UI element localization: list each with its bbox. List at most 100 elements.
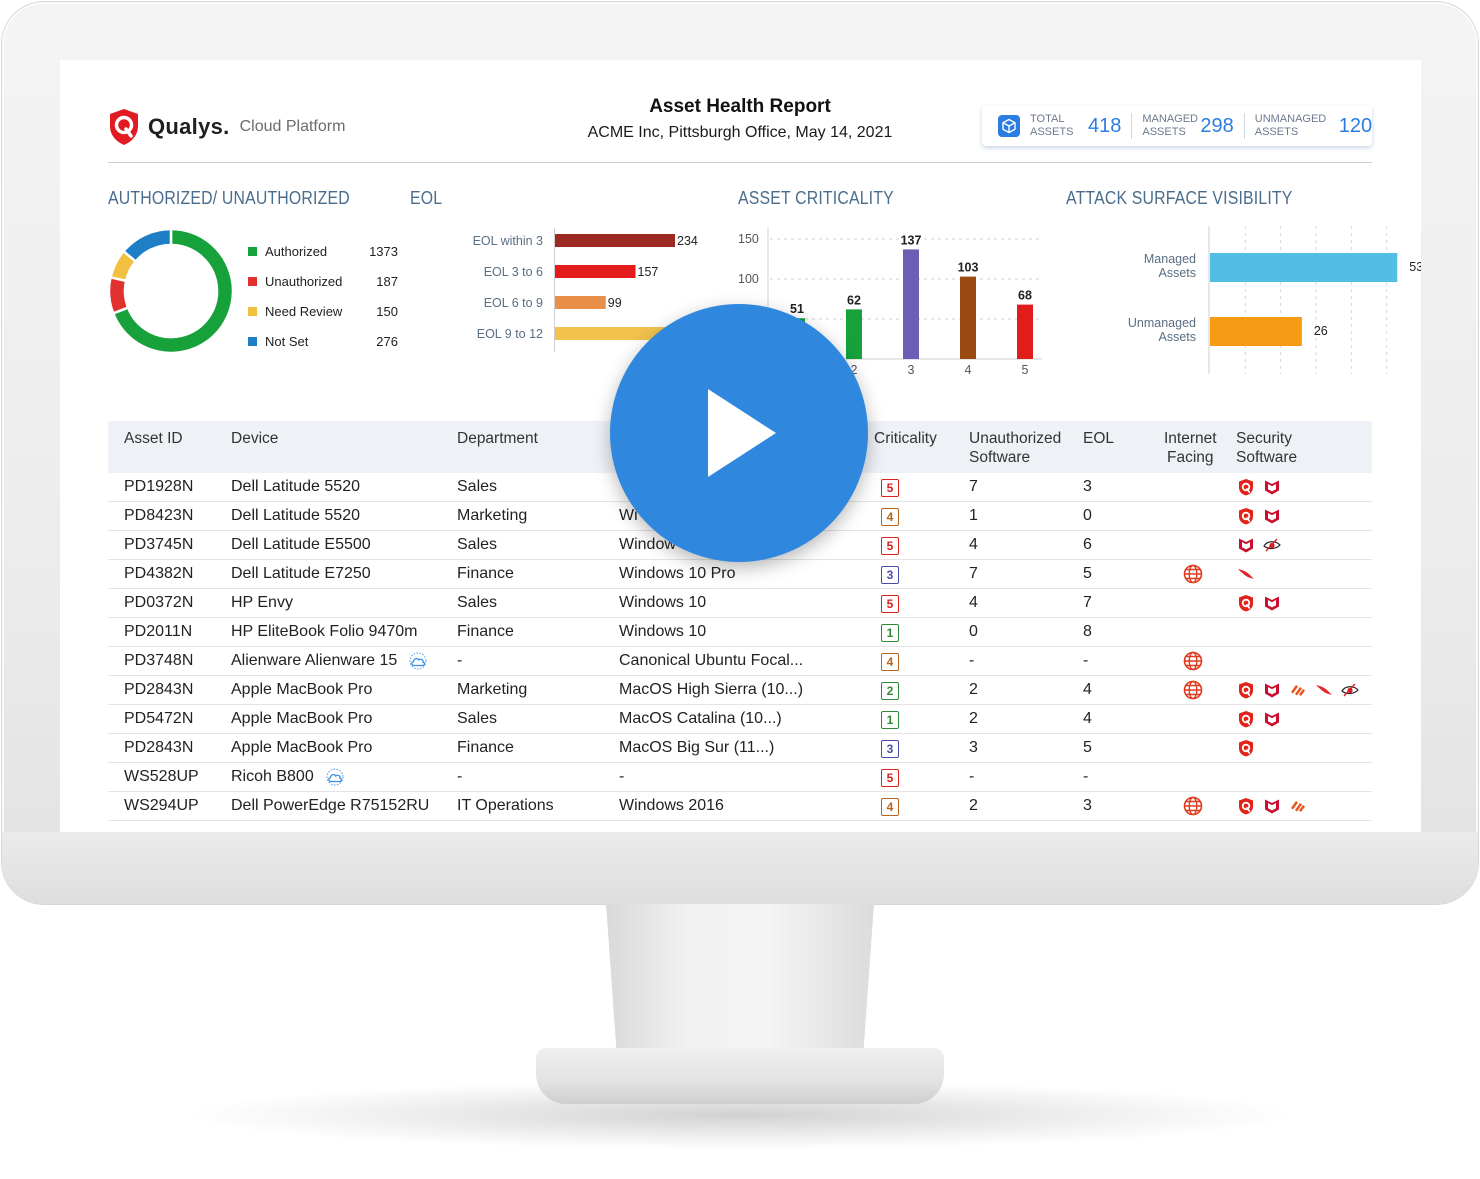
- criticality-badge: 5: [881, 479, 899, 497]
- cell-os: Canonical Ubuntu Focal...: [619, 652, 804, 669]
- bar: [555, 296, 606, 309]
- table-row[interactable]: PD3748N Alienware Alienware 15 - Canonical …: [108, 647, 1372, 676]
- legend-label: Not Set: [265, 333, 309, 349]
- play-video-button[interactable]: [610, 304, 868, 562]
- legend-value: 276: [376, 333, 398, 349]
- legend-item: Not Set 276: [248, 326, 398, 356]
- header-line: Software: [1236, 449, 1298, 466]
- cell-asset-id: PD3745N: [124, 536, 194, 553]
- logo-wordmark: Qualys.: [148, 114, 230, 139]
- table-row[interactable]: WS294UP Dell PowerEdge R75152RU IT Operati…: [108, 792, 1372, 821]
- asset-table: Asset ID Device Department Criticality U…: [108, 421, 1372, 821]
- criticality-badge: 3: [881, 740, 899, 758]
- cell-unauthorized-software: -: [969, 652, 975, 669]
- paloalto-icon: [1289, 681, 1307, 699]
- cell-unauthorized-software: 7: [969, 478, 978, 495]
- donut-slice: [111, 227, 235, 355]
- x-tick-label: 2: [851, 363, 858, 377]
- cell-department: Sales: [457, 536, 498, 553]
- table-row[interactable]: PD0372N HP Envy Sales Windows 10 5 4 7: [108, 589, 1372, 618]
- bar: [555, 234, 675, 247]
- stat-unmanaged-assets: UNMANAGED ASSETS 120: [1243, 113, 1382, 139]
- criticality-badge: 5: [881, 537, 899, 555]
- legend-value: 187: [376, 273, 398, 289]
- stat-value: 418: [1088, 114, 1122, 137]
- table-row[interactable]: PD5472N Apple MacBook Pro Sales MacOS Catal…: [108, 705, 1372, 734]
- cell-asset-id: PD3748N: [124, 652, 194, 669]
- table-body: PD1928N Dell Latitude 5520 Sales 5 7 3 PD8423N…: [108, 473, 1372, 821]
- cell-eol: 7: [1083, 594, 1092, 611]
- cloud-agent-icon: [409, 652, 427, 670]
- col-criticality[interactable]: Criticality: [874, 430, 937, 447]
- qualys-icon: [1237, 681, 1255, 699]
- data-label: 53: [1409, 260, 1421, 274]
- table-row[interactable]: PD4382N Dell Latitude E7250 Finance Windows…: [108, 560, 1372, 589]
- legend-item: Authorized 1373: [248, 236, 398, 266]
- data-label: 62: [847, 293, 861, 307]
- device-name: Dell Latitude 5520: [231, 478, 360, 495]
- header-line: Internet: [1164, 430, 1217, 447]
- cell-department: Sales: [457, 594, 498, 611]
- stat-label: MANAGED ASSETS: [1142, 113, 1198, 138]
- cell-os: -: [619, 768, 625, 785]
- cell-department: Finance: [457, 565, 514, 582]
- cell-asset-id: PD2843N: [124, 739, 194, 756]
- col-internet-facing[interactable]: Internet Facing: [1164, 429, 1217, 467]
- table-row[interactable]: PD2843N Apple MacBook Pro Marketing MacOS H…: [108, 676, 1372, 705]
- cell-unauthorized-software: -: [969, 768, 975, 785]
- device-name: Alienware Alienware 15: [231, 652, 398, 670]
- device-name: HP Envy: [231, 594, 293, 611]
- stat-label: TOTAL ASSETS: [1030, 113, 1074, 138]
- col-security-software[interactable]: Security Software: [1236, 429, 1297, 467]
- cell-eol: 4: [1083, 710, 1092, 727]
- data-label: 137: [901, 233, 922, 247]
- section-title-criticality: ASSET CRITICALITY: [738, 188, 894, 208]
- cell-os: Windows 10: [619, 594, 707, 611]
- auth-donut-chart: [107, 227, 235, 355]
- table-row[interactable]: PD8423N Dell Latitude 5520 Marketing Wi 4 1 0: [108, 502, 1372, 531]
- logo-subtitle: Cloud Platform: [239, 118, 346, 135]
- cell-device: HP Envy: [231, 594, 293, 612]
- table-row[interactable]: PD2011N HP EliteBook Folio 9470m Finance Wi…: [108, 618, 1372, 647]
- cell-asset-id: WS528UP: [124, 768, 199, 785]
- table-row[interactable]: PD2843N Apple MacBook Pro Finance MacOS Big…: [108, 734, 1372, 763]
- cell-os: MacOS High Sierra (10...): [619, 681, 804, 698]
- cell-asset-id: PD2011N: [124, 623, 193, 640]
- cell-device: Ricoh B800: [231, 768, 344, 786]
- cell-eol: 4: [1083, 681, 1092, 698]
- data-label: 157: [638, 265, 659, 279]
- cell-department: Marketing: [457, 507, 528, 524]
- col-department[interactable]: Department: [457, 430, 538, 447]
- section-title-eol: EOL: [410, 188, 443, 208]
- criticality-badge: 3: [881, 566, 899, 584]
- col-device[interactable]: Device: [231, 430, 279, 447]
- mcafee-icon: [1263, 594, 1281, 612]
- cell-eol: 0: [1083, 507, 1092, 524]
- cell-os: Windows 2016: [619, 797, 724, 814]
- header-divider: [108, 162, 1372, 163]
- category-label: Unmanaged: [1128, 316, 1196, 330]
- cell-eol: 5: [1083, 565, 1092, 582]
- mcafee-icon: [1263, 797, 1281, 815]
- y-tick-label: 100: [738, 272, 759, 286]
- cell-asset-id: WS294UP: [124, 797, 199, 814]
- criticality-badge: 2: [881, 682, 899, 700]
- cell-asset-id: PD8423N: [124, 507, 194, 524]
- col-unauthorized-software[interactable]: Unauthorized Software: [969, 429, 1061, 467]
- cell-asset-id: PD1928N: [124, 478, 194, 495]
- auth-legend: Authorized 1373 Unauthorized 187 Need Re…: [248, 236, 398, 356]
- report-title: Asset Health Report: [649, 96, 831, 117]
- eye-icon: [1263, 536, 1281, 554]
- col-asset-id[interactable]: Asset ID: [124, 430, 183, 447]
- criticality-badge: 5: [881, 595, 899, 613]
- col-eol[interactable]: EOL: [1083, 430, 1115, 447]
- cell-asset-id: PD5472N: [124, 710, 194, 727]
- cell-device: Alienware Alienware 15: [231, 652, 427, 670]
- stat-total-assets: TOTAL ASSETS 418: [988, 113, 1131, 139]
- legend-value: 150: [376, 303, 398, 319]
- legend-swatch: [248, 306, 257, 316]
- globe-icon: [1183, 680, 1203, 700]
- legend-label: Need Review: [265, 303, 343, 319]
- table-row[interactable]: WS528UP Ricoh B800 - - 5 - -: [108, 763, 1372, 792]
